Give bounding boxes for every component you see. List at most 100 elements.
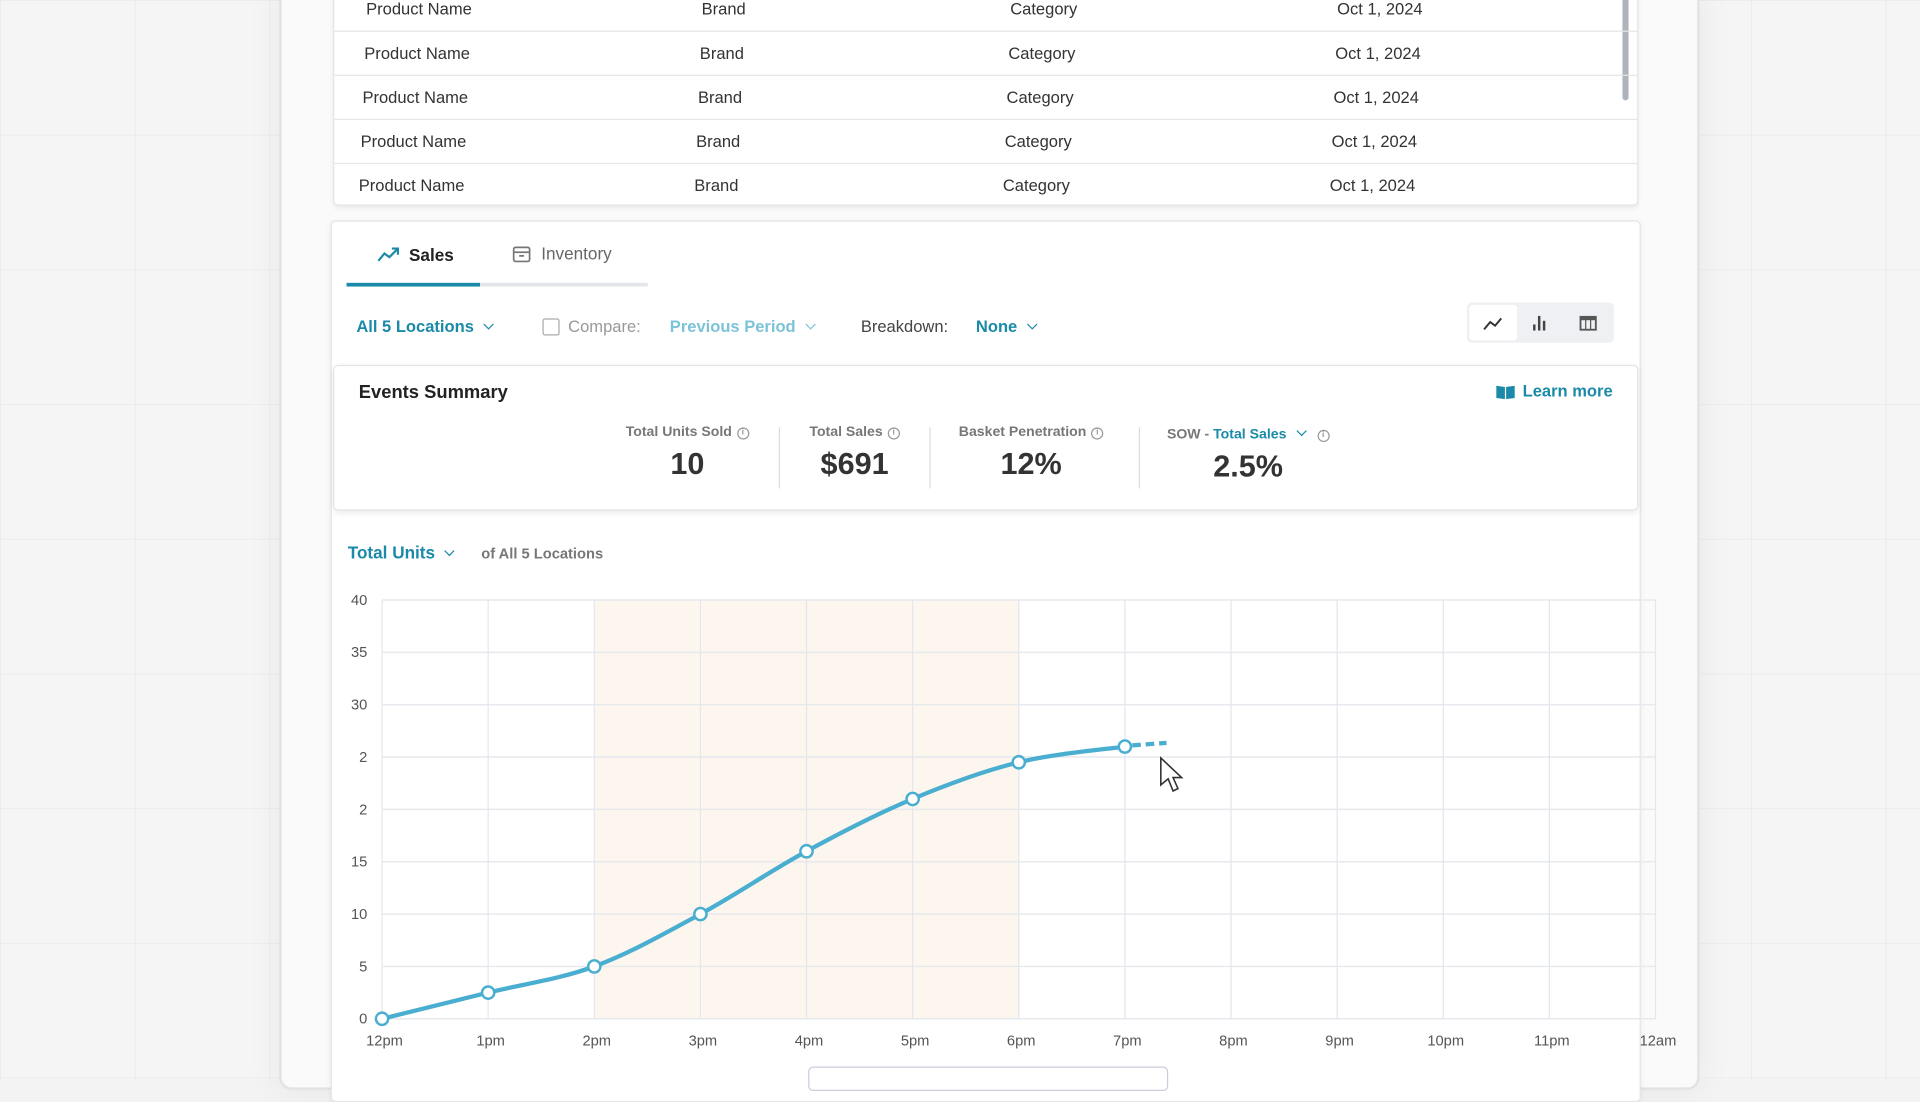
- series-line-pending: [1132, 740, 1167, 748]
- table-row[interactable]: Product Name Brand Category Oct 1, 2024: [334, 0, 1638, 32]
- data-point: [1011, 754, 1027, 770]
- compare-toggle[interactable]: Compare:: [542, 317, 641, 336]
- data-point: [480, 985, 496, 1000]
- info-icon[interactable]: i: [736, 427, 749, 440]
- x-tick-label: 8pm: [1219, 1034, 1248, 1050]
- data-point: [586, 959, 602, 974]
- kpi-value: $691: [820, 446, 889, 482]
- divider: [1138, 427, 1141, 489]
- breakdown-text: Breakdown:: [860, 317, 949, 336]
- cell-category: Category: [1006, 88, 1074, 107]
- book-icon: [1496, 385, 1516, 399]
- compare-period-dropdown[interactable]: Previous Period: [670, 317, 822, 336]
- data-point: [374, 1011, 390, 1027]
- info-icon[interactable]: i: [1317, 429, 1330, 443]
- info-icon[interactable]: i: [887, 427, 900, 440]
- cell-name: Product Name: [362, 88, 469, 107]
- line-view-button[interactable]: [1469, 304, 1517, 341]
- cell-category: Category: [1004, 132, 1072, 151]
- events-summary-title: Events Summary: [358, 382, 508, 403]
- bar-chart-icon: [1533, 315, 1546, 331]
- view-toggle-group: [1466, 302, 1614, 343]
- table-row[interactable]: Product Name Brand Category Oct 1, 2024: [334, 164, 1637, 204]
- y-tick-label: 0: [359, 1012, 367, 1028]
- tab-track: [346, 282, 648, 287]
- x-tick-label: 12am: [1640, 1034, 1677, 1050]
- cell-brand: Brand: [699, 44, 744, 63]
- data-point: [905, 791, 921, 807]
- cell-brand: Brand: [694, 176, 739, 195]
- kpi-sow: SOW - Total Sales i 2.5%: [1166, 425, 1330, 485]
- divider: [778, 427, 781, 489]
- tab-active-indicator: [346, 282, 481, 287]
- x-tick-label: 7pm: [1113, 1034, 1142, 1050]
- x-tick-label: 4pm: [795, 1034, 824, 1050]
- locations-value: All 5 Locations: [356, 317, 474, 336]
- trend-icon: [377, 247, 400, 262]
- compare-checkbox[interactable]: [542, 317, 560, 335]
- tab-label: Sales: [408, 244, 454, 265]
- y-tick-label: 35: [351, 645, 367, 661]
- data-point: [799, 843, 814, 859]
- table-icon: [1579, 315, 1597, 331]
- table-row[interactable]: Product Name Brand Category Oct 1, 2024: [334, 32, 1638, 76]
- kpi-label: SOW -: [1166, 427, 1210, 443]
- kpi-value: 2.5%: [1213, 449, 1283, 484]
- cell-date: Oct 1, 2024: [1333, 88, 1419, 107]
- tab-sales[interactable]: Sales: [377, 244, 454, 265]
- metric-dropdown[interactable]: Total Units: [348, 542, 461, 562]
- sow-metric-value: Total Sales: [1213, 427, 1287, 443]
- x-tick-label: 1pm: [476, 1034, 505, 1050]
- cell-date: Oct 1, 2024: [1337, 0, 1423, 19]
- info-icon[interactable]: i: [1091, 427, 1104, 440]
- store-icon: [512, 246, 531, 263]
- chart-range-scrubber[interactable]: [808, 1066, 1169, 1092]
- y-tick-label: 2: [359, 802, 367, 818]
- tab-inventory[interactable]: Inventory: [512, 243, 612, 264]
- sow-metric-dropdown[interactable]: Total Sales: [1213, 425, 1312, 443]
- kpi-label: Total Units Sold: [625, 424, 732, 440]
- kpi-label: Total Sales: [809, 424, 883, 440]
- locations-dropdown[interactable]: All 5 Locations: [356, 317, 499, 336]
- learn-more-link[interactable]: Learn more: [1496, 382, 1613, 400]
- cell-brand: Brand: [696, 132, 741, 151]
- x-tick-label: 10pm: [1427, 1034, 1464, 1050]
- x-tick-label: 9pm: [1325, 1034, 1354, 1050]
- table-row[interactable]: Product Name Brand Category Oct 1, 2024: [334, 76, 1638, 121]
- x-tick-label: 3pm: [689, 1034, 718, 1050]
- table-view-button[interactable]: [1564, 305, 1611, 341]
- line-chart-icon: [1483, 317, 1503, 330]
- cell-category: Category: [1002, 176, 1070, 195]
- x-tick-label: 2pm: [582, 1034, 611, 1050]
- cell-date: Oct 1, 2024: [1335, 44, 1421, 63]
- x-tick-label: 12pm: [366, 1034, 403, 1050]
- events-summary-card: Events Summary Learn more Total Units So…: [333, 364, 1639, 511]
- product-table: Product Name Brand Category Oct 1, 2024 Prod…: [333, 0, 1639, 206]
- breakdown-dropdown[interactable]: None: [976, 317, 1043, 336]
- y-tick-label: 15: [351, 855, 367, 871]
- kpi-label: Basket Penetration: [958, 424, 1087, 440]
- series-line: [379, 744, 1128, 1021]
- y-tick-label: 10: [351, 907, 367, 923]
- data-point: [1117, 739, 1133, 754]
- chart-scope-label: of All 5 Locations: [481, 544, 604, 563]
- table-row[interactable]: Product Name Brand Category Oct 1, 2024: [334, 120, 1638, 165]
- cell-date: Oct 1, 2024: [1331, 132, 1418, 151]
- x-tick-label: 11pm: [1534, 1034, 1570, 1050]
- cell-category: Category: [1010, 0, 1078, 19]
- breakdown-label: Breakdown:: [861, 317, 948, 335]
- x-tick-label: 6pm: [1007, 1034, 1036, 1050]
- compare-label: Compare:: [568, 317, 641, 336]
- kpi-value: 12%: [1000, 446, 1062, 482]
- table-scrollbar[interactable]: [1622, 0, 1629, 101]
- cell-category: Category: [1008, 44, 1076, 63]
- cell-name: Product Name: [358, 176, 465, 195]
- cell-name: Product Name: [360, 132, 467, 151]
- tab-label: Inventory: [541, 243, 612, 264]
- metric-value: Total Units: [347, 542, 436, 563]
- bar-view-button[interactable]: [1517, 305, 1564, 341]
- cell-name: Product Name: [364, 44, 470, 63]
- divider: [929, 427, 931, 489]
